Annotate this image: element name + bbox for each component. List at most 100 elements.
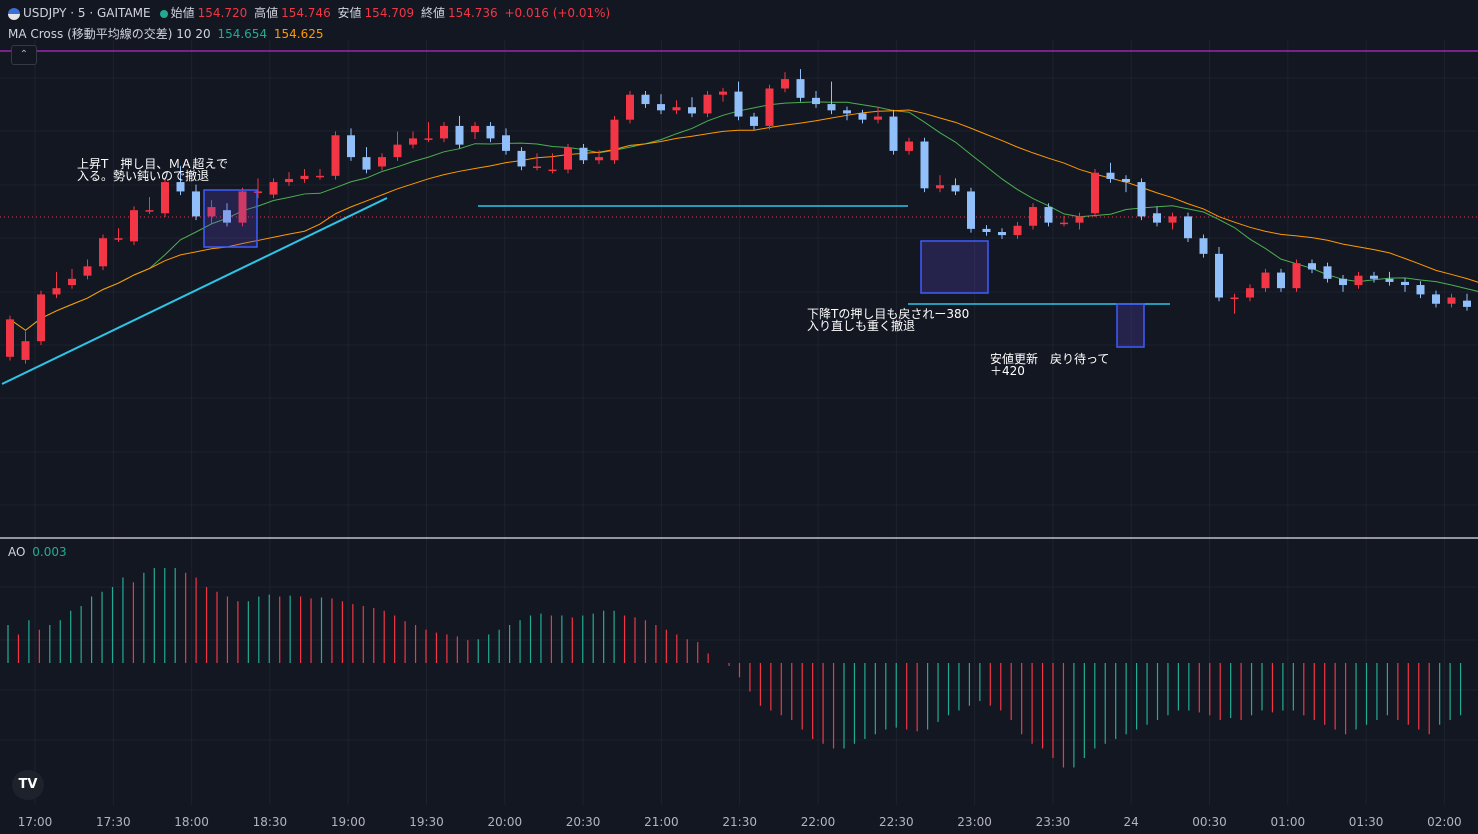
candle-body (750, 116, 758, 126)
candle-body (331, 135, 340, 176)
candle-body (889, 116, 898, 151)
candle-body (843, 110, 851, 114)
candle-body (238, 191, 247, 223)
candle-body (269, 182, 278, 195)
high-label: 高値 (254, 6, 279, 20)
time-tick-label: 18:30 (253, 815, 288, 829)
time-tick-label: 24 (1124, 815, 1139, 829)
candle-body (223, 210, 231, 223)
collapse-legend-button[interactable]: ⌃ (11, 45, 37, 65)
low-label: 安値 (337, 6, 362, 20)
candle-body (1292, 263, 1301, 289)
candle-body (1370, 275, 1378, 279)
time-tick-label: 20:30 (566, 815, 601, 829)
ao-name: AO (8, 545, 26, 559)
ao-value: 0.003 (32, 545, 67, 559)
candle-body (6, 319, 14, 357)
symbol[interactable]: USDJPY · 5 · GAITAME (23, 6, 151, 20)
time-tick-label: 01:30 (1349, 815, 1384, 829)
annotation-new-low[interactable]: 安値更新 戻り待って ＋420 (990, 352, 1110, 378)
candle-body (936, 185, 944, 189)
candle-body (1432, 294, 1440, 304)
candle-body (471, 125, 479, 133)
candle-body (1075, 216, 1084, 223)
candle-body (796, 79, 805, 98)
grid (0, 40, 1478, 805)
time-tick-label: 17:00 (18, 815, 53, 829)
candle-body (393, 144, 402, 158)
usd-jpy-flag-icon (8, 7, 20, 20)
time-tick-label: 23:00 (957, 815, 992, 829)
high-value: 154.746 (281, 6, 331, 20)
drawings (1, 189, 1170, 385)
time-tick-label: 22:30 (879, 815, 914, 829)
candle-body (1029, 207, 1037, 226)
candle-body (176, 182, 185, 192)
candle-body (1401, 281, 1409, 286)
annotation-downtrend[interactable]: 下降Tの押し目も戻されー380 入り直しも重く撤退 (807, 307, 970, 333)
candle-body (905, 141, 913, 151)
chart-header: USDJPY · 5 · GAITAME 始値 154.720 高値 154.746 … (8, 4, 613, 21)
time-axis: 17:00 17:30 18:00 18:30 19:00 19:30 20:00 20:30… (18, 815, 1462, 829)
candle-body (951, 185, 960, 192)
candle-body (564, 147, 572, 170)
indicator-legend[interactable]: MA Cross (移動平均線の交差) 10 20 154.654 154.62… (8, 25, 327, 42)
candle-body (548, 169, 557, 172)
candle-body (1261, 272, 1270, 289)
time-tick-label: 21:00 (644, 815, 679, 829)
candle-body (68, 278, 76, 286)
change-value: +0.016 (+0.01%) (504, 6, 611, 20)
candle-body (192, 191, 200, 217)
time-tick-label: 18:00 (174, 815, 209, 829)
open-value: 154.720 (197, 6, 248, 20)
candle-body (300, 175, 309, 179)
candle-body (874, 116, 882, 120)
candle-body (688, 107, 696, 114)
ao-legend[interactable]: AO 0.003 (8, 545, 70, 559)
candle-body (1463, 300, 1471, 307)
time-tick-label: 01:00 (1271, 815, 1306, 829)
candle-body (719, 91, 727, 95)
market-status-icon (159, 9, 168, 18)
candle-body (21, 341, 30, 360)
candle-body (1153, 213, 1161, 223)
candle-body (626, 94, 634, 120)
candle-body (1199, 238, 1208, 254)
candle-body (982, 228, 991, 232)
candle-body (1137, 182, 1146, 217)
time-tick-label: 19:30 (409, 815, 444, 829)
entry-box-2 (920, 240, 989, 294)
candle-body (362, 157, 371, 170)
time-tick-label: 17:30 (96, 815, 131, 829)
candle-body (734, 91, 743, 117)
candle-body (672, 107, 681, 111)
ma-fast-value: 154.654 (217, 27, 268, 41)
candle-body (812, 97, 820, 105)
open-label: 始値 (170, 6, 195, 20)
candle-body (765, 88, 774, 126)
candle-body (827, 104, 836, 111)
candle-body (920, 141, 929, 189)
tradingview-logo[interactable]: TV (12, 770, 44, 800)
candle-body (37, 294, 45, 342)
candle-body (1106, 172, 1115, 179)
candle-body (1122, 178, 1130, 183)
candle-body (1385, 278, 1394, 282)
candle-body (517, 150, 526, 167)
candle-body (703, 94, 712, 114)
uptrend-line (1, 197, 388, 385)
candle-body (533, 166, 541, 168)
candle-body (285, 178, 293, 183)
candle-body (347, 135, 355, 158)
candle-body (1184, 216, 1192, 239)
time-tick-label: 02:00 (1427, 815, 1462, 829)
entry-box-1 (203, 189, 258, 248)
candle-body (967, 191, 975, 229)
candle-body (99, 238, 107, 267)
candle-body (1044, 207, 1053, 223)
candle-body (145, 210, 154, 212)
annotation-uptrend[interactable]: 上昇T 押し目、ＭＡ超えで 入る。勢い鈍いので撤退 (77, 157, 228, 183)
candle-body (455, 125, 464, 145)
candle-body (579, 147, 588, 161)
